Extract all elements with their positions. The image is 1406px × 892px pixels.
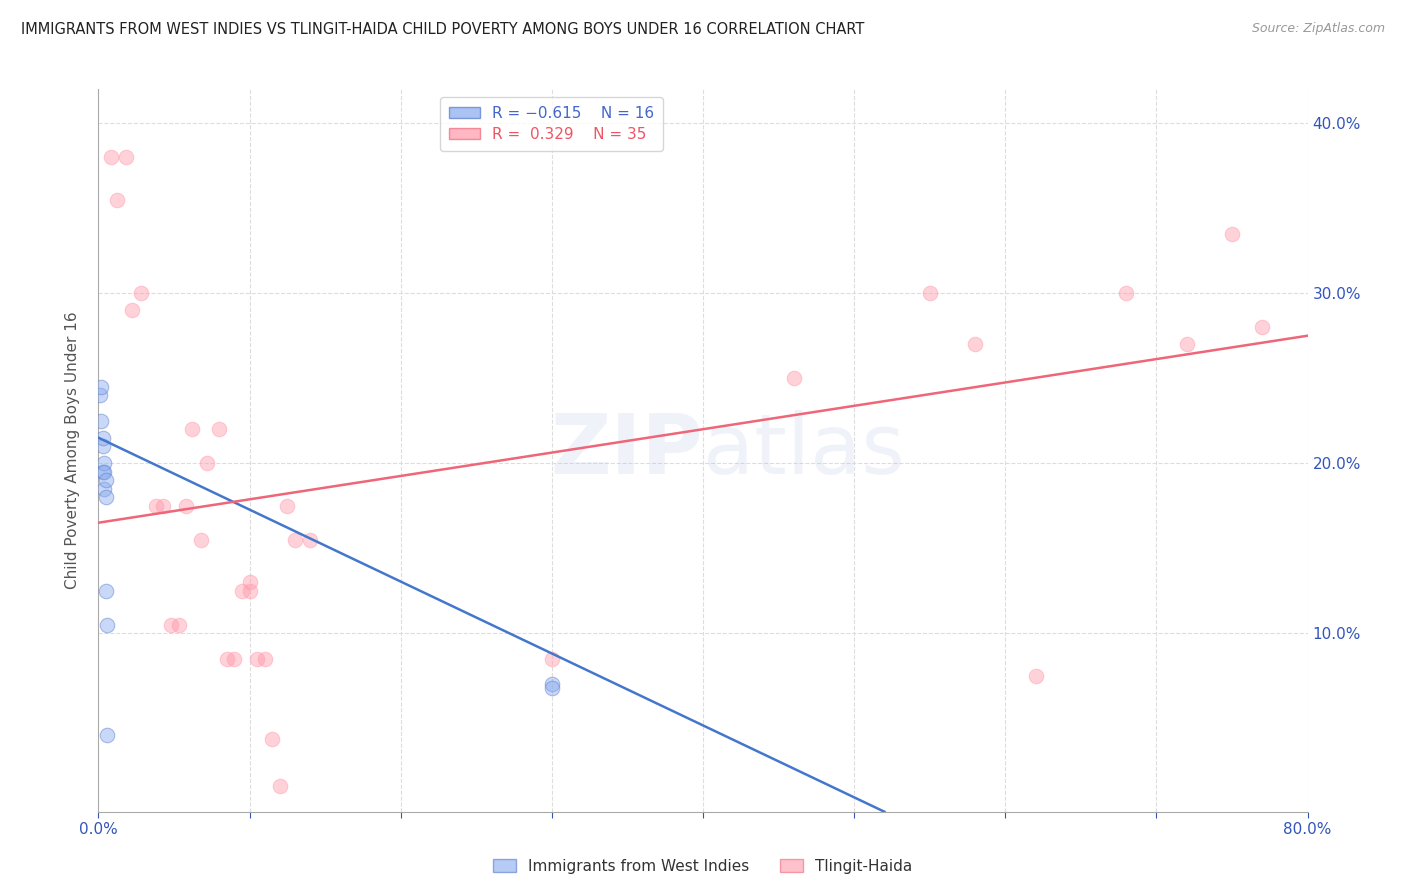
Text: Source: ZipAtlas.com: Source: ZipAtlas.com	[1251, 22, 1385, 36]
Point	[90, 414, 112, 428]
Point	[91, 465, 114, 479]
Point	[114, 150, 136, 164]
Point	[96, 728, 118, 742]
Point	[540, 651, 562, 665]
Point	[299, 533, 322, 547]
Point	[1024, 669, 1046, 683]
Point	[181, 422, 204, 436]
Point	[190, 533, 212, 547]
Point	[918, 286, 941, 301]
Point	[160, 617, 183, 632]
Point	[239, 583, 262, 598]
Point	[94, 583, 117, 598]
Text: atlas: atlas	[703, 410, 904, 491]
Point	[93, 465, 115, 479]
Point	[167, 617, 190, 632]
Point	[89, 388, 111, 402]
Point	[1251, 320, 1274, 334]
Point	[90, 380, 112, 394]
Point	[965, 337, 987, 351]
Point	[152, 499, 174, 513]
Point	[262, 731, 284, 746]
Point	[195, 456, 218, 470]
Point	[284, 533, 307, 547]
Point	[253, 651, 276, 665]
Point	[91, 439, 114, 453]
Point	[1115, 286, 1137, 301]
Legend: Immigrants from West Indies, Tlingit-Haida: Immigrants from West Indies, Tlingit-Hai…	[488, 853, 918, 880]
Point	[215, 651, 238, 665]
Point	[224, 651, 246, 665]
Point	[540, 681, 562, 695]
Point	[1175, 337, 1198, 351]
Point	[231, 583, 253, 598]
Point	[94, 473, 117, 487]
Point	[129, 286, 152, 301]
Text: ZIP: ZIP	[551, 410, 703, 491]
Point	[100, 150, 122, 164]
Y-axis label: Child Poverty Among Boys Under 16: Child Poverty Among Boys Under 16	[65, 311, 80, 590]
Point	[105, 193, 128, 207]
Point	[269, 779, 291, 793]
Legend: R = −0.615    N = 16, R =  0.329    N = 35: R = −0.615 N = 16, R = 0.329 N = 35	[440, 97, 664, 152]
Point	[208, 422, 231, 436]
Point	[783, 371, 806, 385]
Point	[91, 431, 114, 445]
Point	[93, 482, 115, 496]
Point	[96, 617, 118, 632]
Text: IMMIGRANTS FROM WEST INDIES VS TLINGIT-HAIDA CHILD POVERTY AMONG BOYS UNDER 16 C: IMMIGRANTS FROM WEST INDIES VS TLINGIT-H…	[21, 22, 865, 37]
Point	[540, 677, 562, 691]
Point	[121, 303, 143, 318]
Point	[93, 456, 115, 470]
Point	[174, 499, 197, 513]
Point	[1220, 227, 1243, 241]
Point	[145, 499, 167, 513]
Point	[276, 499, 298, 513]
Point	[94, 490, 117, 504]
Point	[239, 575, 262, 590]
Point	[246, 651, 269, 665]
